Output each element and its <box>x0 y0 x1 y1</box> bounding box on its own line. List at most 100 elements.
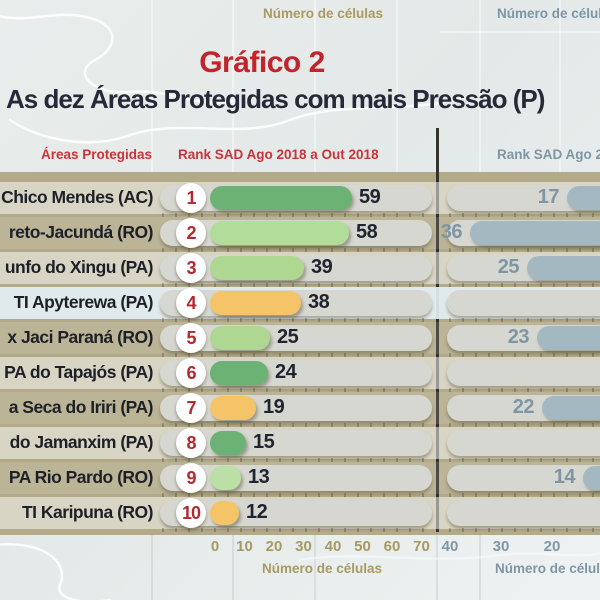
axis-tick-left: 70 <box>413 538 430 555</box>
row-tick-strip-right <box>449 318 600 322</box>
bar-track-right <box>447 430 600 456</box>
axis-tick-left: 20 <box>265 538 283 555</box>
previous-period-bar <box>542 396 600 420</box>
pressure-bar-value: 58 <box>356 221 378 243</box>
axis-tick-left: 0 <box>210 538 220 555</box>
protected-area-label: reto-Jacundá (RO) <box>8 222 154 242</box>
protected-area-label: a Seca do Iriri (PA) <box>8 397 154 417</box>
column-header-areas: Áreas Protegidas <box>40 147 152 162</box>
axis-tick-left: 60 <box>383 538 401 555</box>
previous-period-value: 14 <box>553 466 576 488</box>
pressure-bar-value: 38 <box>308 291 330 313</box>
row-tick-strip-right <box>449 353 600 357</box>
pressure-bar <box>210 221 349 245</box>
chart-title: Gráfico 2 <box>199 46 325 79</box>
row-tick-strip-left <box>162 318 432 322</box>
pressure-bar <box>210 396 256 420</box>
chart-row: a Seca do Iriri (PA) 7 19 22 <box>0 392 600 427</box>
pressure-bar-value: 59 <box>359 186 381 208</box>
bar-track-right <box>447 360 600 386</box>
protected-area-label: unfo do Xingu (PA) <box>4 257 154 277</box>
axis-tick-right: 40 <box>441 538 459 555</box>
column-header-rank-left: Rank SAD Ago 2018 a Out 2018 <box>178 147 379 162</box>
protected-area-label: TI Karipuna (RO) <box>21 502 154 522</box>
previous-period-bar <box>583 466 600 490</box>
pressure-bar-value: 13 <box>248 466 270 488</box>
row-tick-strip-left <box>162 283 432 287</box>
previous-period-bar <box>527 256 600 280</box>
top-axis-label-right: Número de célul <box>497 6 600 21</box>
pressure-bar <box>210 256 304 280</box>
pressure-bar <box>210 431 246 455</box>
axis-tick-right: 30 <box>492 538 510 555</box>
previous-period-value: 36 <box>440 221 463 243</box>
previous-period-bar <box>470 221 600 245</box>
axis-tick-left: 30 <box>295 538 312 555</box>
chart-row: reto-Jacundá (RO) 2 58 36 <box>0 217 600 252</box>
protected-area-label: PA Rio Pardo (RO) <box>8 467 154 487</box>
chart-subtitle: As dez Áreas Protegidas com mais Pressão… <box>6 84 545 114</box>
chart-row: TI Apyterewa (PA) 4 38 <box>0 287 600 322</box>
row-tick-strip-right <box>449 528 600 532</box>
row-tick-strip-left <box>162 528 432 532</box>
bottom-axis-label-left: Número de células <box>261 561 383 576</box>
previous-period-value: 25 <box>497 256 520 278</box>
previous-period-bar <box>537 326 600 350</box>
row-tick-strip-left <box>162 388 432 392</box>
row-tick-strip-right <box>449 283 600 287</box>
row-tick-strip-right <box>449 388 600 392</box>
bar-track-right <box>447 290 600 316</box>
previous-period-value: 22 <box>512 396 535 418</box>
pressure-bar <box>210 291 301 315</box>
row-tick-strip-right <box>449 213 600 217</box>
axis-tick-right: 20 <box>543 538 561 555</box>
row-tick-strip-left <box>162 493 432 497</box>
chart-row: x Jaci Paraná (RO) 5 25 23 <box>0 322 600 357</box>
chart-row: unfo do Xingu (PA) 3 39 25 <box>0 252 600 287</box>
column-header-rank-right: Rank SAD Ago 2 <box>497 147 600 162</box>
axis-tick-left: 10 <box>236 538 253 555</box>
protected-area-label: PA do Tapajós (PA) <box>4 362 153 382</box>
row-tick-strip-right <box>449 423 600 427</box>
rank-badge: 7 <box>176 393 206 423</box>
chart-row: PA do Tapajós (PA) 6 24 <box>0 357 600 392</box>
row-tick-strip-left <box>162 248 432 252</box>
row-tick-strip-right <box>449 493 600 497</box>
row-tick-strip-left <box>162 423 432 427</box>
pressure-bar <box>210 501 239 525</box>
row-tick-strip-left <box>162 353 432 357</box>
pressure-bar-value: 12 <box>246 501 268 523</box>
bottom-axis-label-right: Número de célul <box>495 561 600 576</box>
rank-badge: 10 <box>176 498 206 528</box>
rank-badge: 9 <box>176 463 206 493</box>
chart-divider-line <box>436 128 439 532</box>
bar-track-right <box>447 465 600 491</box>
protected-area-label: x Jaci Paraná (RO) <box>7 327 153 347</box>
row-tick-strip-right <box>449 248 600 252</box>
protected-area-label: Chico Mendes (AC) <box>1 187 153 207</box>
rank-badge: 1 <box>176 183 206 213</box>
pressure-bar <box>210 466 241 490</box>
axis-tick-left: 50 <box>354 538 371 555</box>
pressure-bar-value: 39 <box>311 256 333 278</box>
row-tick-strip-left <box>162 213 432 217</box>
row-tick-strip-right <box>449 458 600 462</box>
pressure-bar <box>210 361 268 385</box>
rank-badge: 6 <box>176 358 206 388</box>
protected-area-label: do Jamanxim (PA) <box>9 432 154 452</box>
chart-row: do Jamanxim (PA) 8 15 <box>0 427 600 462</box>
previous-period-value: 17 <box>537 186 560 208</box>
rank-badge: 2 <box>176 218 206 248</box>
row-tick-strip-left <box>162 458 432 462</box>
pressure-bar-value: 25 <box>277 326 299 348</box>
previous-period-value: 23 <box>507 326 530 348</box>
previous-period-bar <box>567 186 600 210</box>
rank-badge: 8 <box>176 428 206 458</box>
pressure-bar-value: 15 <box>253 431 275 453</box>
rank-badge: 5 <box>176 323 206 353</box>
map-border-lines <box>0 13 600 600</box>
chart-row: PA Rio Pardo (RO) 9 13 14 <box>0 462 600 497</box>
protected-area-label: TI Apyterewa (PA) <box>13 292 154 312</box>
